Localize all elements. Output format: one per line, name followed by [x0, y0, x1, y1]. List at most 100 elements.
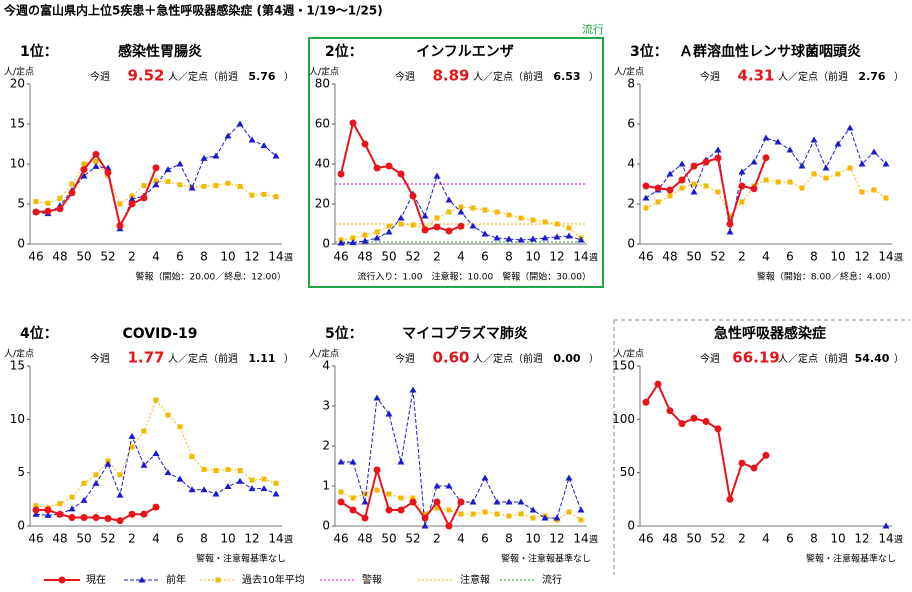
y-unit: 人/定点: [309, 348, 339, 360]
marker: [578, 517, 584, 523]
marker: [506, 212, 512, 218]
x-tick-label: 48: [357, 532, 372, 546]
marker: [727, 213, 733, 219]
marker: [350, 495, 356, 501]
marker: [445, 482, 453, 489]
marker: [726, 220, 734, 228]
marker: [117, 472, 123, 478]
y-tick-label: 0: [17, 519, 25, 533]
y-tick-label: 2: [322, 439, 330, 453]
marker: [152, 503, 160, 511]
x-tick-label: 4: [457, 532, 465, 546]
y-tick-label: 80: [315, 77, 330, 91]
marker: [714, 146, 722, 153]
marker: [506, 513, 512, 519]
marker: [116, 517, 124, 525]
x-tick-label: 14: [878, 250, 893, 264]
marker: [32, 506, 40, 514]
marker: [249, 192, 255, 198]
marker: [45, 200, 51, 206]
x-tick-label: 10: [220, 532, 235, 546]
marker: [858, 160, 866, 167]
marker: [481, 474, 489, 481]
legend-label: 現在: [86, 574, 106, 586]
marker: [92, 162, 100, 169]
this-week-label: 今週: [700, 70, 720, 83]
marker: [140, 461, 148, 468]
marker: [691, 181, 697, 187]
marker: [398, 221, 404, 227]
legend-label: 注意報: [460, 573, 490, 586]
close-paren: ）: [894, 71, 904, 83]
x-tick-label: 10: [525, 532, 540, 546]
marker: [188, 486, 196, 493]
marker: [69, 494, 75, 500]
note: 警報・注意報基準なし: [806, 553, 896, 565]
marker: [458, 511, 464, 517]
x-tick-label: 10: [830, 532, 845, 546]
marker: [577, 236, 585, 243]
legend-label: 前年: [166, 573, 186, 586]
prev-week-value: 0.00: [553, 352, 580, 365]
marker: [176, 160, 184, 167]
x-tick-label: 12: [854, 250, 869, 264]
rank: 5位：: [325, 325, 363, 342]
marker: [702, 417, 710, 425]
marker: [32, 510, 40, 517]
marker: [774, 138, 782, 145]
y-tick-label: 50: [620, 465, 635, 479]
marker: [80, 166, 88, 174]
marker: [493, 234, 501, 241]
marker: [714, 425, 722, 433]
marker: [272, 152, 280, 159]
marker: [750, 464, 758, 472]
marker: [469, 222, 477, 229]
y-tick-label: 6: [627, 117, 635, 131]
prev-week-value: 2.76: [858, 70, 885, 83]
marker: [666, 186, 674, 194]
y-unit: 人/定点: [614, 348, 644, 360]
marker: [260, 485, 268, 492]
marker: [433, 172, 441, 179]
marker: [410, 222, 416, 228]
prev-week-value: 5.76: [248, 70, 275, 83]
marker: [434, 215, 440, 221]
y-tick-label: 100: [612, 412, 635, 426]
panel-title: インフルエンザ: [416, 44, 514, 60]
x-tick-label: 48: [662, 250, 677, 264]
x-tick-label: 12: [549, 532, 564, 546]
marker: [373, 164, 381, 172]
x-tick-label: 48: [52, 250, 67, 264]
x-tick-label: 50: [76, 250, 91, 264]
x-tick-label: 2: [433, 532, 441, 546]
x-tick-label: 52: [710, 250, 725, 264]
x-tick-label: 48: [52, 532, 67, 546]
marker: [248, 136, 256, 143]
marker: [421, 212, 429, 219]
unit-text: 人／定点（前週: [473, 352, 543, 365]
marker: [655, 199, 661, 205]
marker: [494, 209, 500, 215]
marker: [260, 142, 268, 149]
marker: [726, 228, 734, 235]
marker: [666, 170, 674, 177]
close-paren: ）: [894, 353, 904, 365]
legend-label: 過去10年平均: [242, 573, 305, 586]
x-tick-label: 8: [505, 532, 513, 546]
marker: [153, 178, 159, 184]
marker: [702, 158, 710, 166]
marker: [775, 179, 781, 185]
x-tick-label: 14: [268, 250, 283, 264]
x-tick-label: 2: [433, 250, 441, 264]
marker: [272, 490, 280, 497]
marker: [445, 227, 453, 235]
this-week-label: 今週: [90, 352, 110, 365]
marker: [883, 195, 889, 201]
x-tick-label: 14: [878, 532, 893, 546]
marker: [362, 491, 368, 497]
x-tick-label: 6: [176, 532, 184, 546]
marker: [164, 166, 172, 173]
x-tick-label: 46: [638, 532, 653, 546]
marker: [738, 168, 746, 175]
x-tick-label: 2: [738, 250, 746, 264]
